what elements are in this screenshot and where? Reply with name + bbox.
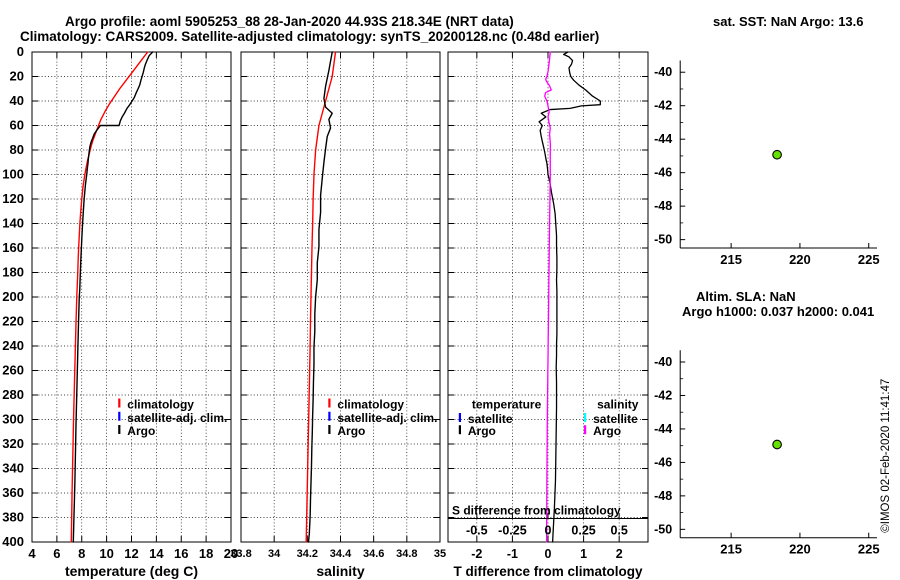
svg-text:100: 100: [2, 167, 24, 182]
svg-text:©IMOS 02-Feb-2020 11:41:47: ©IMOS 02-Feb-2020 11:41:47: [880, 379, 892, 533]
svg-text:8: 8: [78, 546, 85, 561]
svg-text:34.4: 34.4: [330, 548, 352, 560]
svg-text:320: 320: [2, 436, 24, 451]
svg-text:220: 220: [789, 542, 811, 557]
svg-text:300: 300: [2, 412, 24, 427]
svg-text:satellite-adj. clim.: satellite-adj. clim.: [337, 411, 437, 425]
svg-text:16: 16: [174, 546, 188, 561]
svg-text:80: 80: [10, 142, 24, 157]
svg-text:34.8: 34.8: [396, 548, 417, 560]
svg-text:0.5: 0.5: [610, 524, 627, 538]
svg-text:0.25: 0.25: [571, 524, 595, 538]
svg-text:-46: -46: [654, 166, 672, 180]
svg-text:33.8: 33.8: [230, 548, 251, 560]
svg-text:climatology: climatology: [127, 398, 194, 412]
svg-text:360: 360: [2, 485, 24, 500]
svg-text:10: 10: [99, 546, 113, 561]
svg-text:34: 34: [268, 548, 281, 560]
svg-text:temperature (deg C): temperature (deg C): [65, 563, 198, 579]
svg-text:220: 220: [2, 314, 24, 329]
svg-text:climatology: climatology: [337, 398, 404, 412]
svg-text:12: 12: [124, 546, 138, 561]
svg-text:225: 225: [858, 542, 880, 557]
svg-text:-44: -44: [654, 132, 672, 146]
svg-text:salinity: salinity: [597, 398, 639, 412]
svg-text:4: 4: [28, 546, 36, 561]
svg-text:18: 18: [199, 546, 213, 561]
svg-text:2: 2: [616, 547, 623, 561]
svg-text:380: 380: [2, 510, 24, 525]
svg-text:-50: -50: [654, 233, 672, 247]
svg-text:215: 215: [720, 252, 742, 267]
svg-text:S difference from climatology: S difference from climatology: [452, 504, 621, 518]
svg-text:140: 140: [2, 216, 24, 231]
svg-text:salinity: salinity: [316, 563, 364, 579]
svg-text:-44: -44: [654, 422, 672, 436]
svg-text:-48: -48: [654, 199, 672, 213]
svg-text:225: 225: [858, 252, 880, 267]
svg-text:280: 280: [2, 387, 24, 402]
svg-text:215: 215: [720, 542, 742, 557]
svg-text:satellite-adj. clim.: satellite-adj. clim.: [127, 411, 227, 425]
svg-text:-50: -50: [654, 522, 672, 536]
svg-text:Argo: Argo: [593, 424, 621, 438]
svg-text:Argo: Argo: [127, 424, 155, 438]
svg-text:T difference from climatology: T difference from climatology: [453, 564, 643, 579]
svg-text:Argo: Argo: [468, 424, 496, 438]
svg-text:-48: -48: [654, 489, 672, 503]
svg-text:34.2: 34.2: [297, 548, 318, 560]
svg-text:240: 240: [2, 338, 24, 353]
svg-text:0: 0: [17, 44, 24, 59]
svg-text:-0.5: -0.5: [466, 524, 488, 538]
svg-text:340: 340: [2, 461, 24, 476]
svg-text:400: 400: [2, 534, 24, 549]
svg-text:-1: -1: [507, 547, 518, 561]
svg-text:-40: -40: [654, 65, 672, 79]
svg-text:-2: -2: [471, 547, 482, 561]
svg-text:-42: -42: [654, 99, 672, 113]
svg-text:-42: -42: [654, 388, 672, 402]
svg-text:temperature: temperature: [472, 398, 542, 412]
svg-text:60: 60: [10, 118, 24, 133]
svg-text:40: 40: [10, 93, 24, 108]
svg-text:14: 14: [149, 546, 164, 561]
svg-text:0: 0: [545, 547, 552, 561]
svg-text:1: 1: [580, 547, 587, 561]
svg-text:0: 0: [545, 524, 552, 538]
svg-text:260: 260: [2, 363, 24, 378]
svg-text:160: 160: [2, 240, 24, 255]
svg-text:180: 180: [2, 265, 24, 280]
svg-text:-0.25: -0.25: [498, 524, 527, 538]
svg-text:220: 220: [789, 252, 811, 267]
svg-text:20: 20: [10, 69, 24, 84]
svg-text:-46: -46: [654, 455, 672, 469]
svg-text:6: 6: [53, 546, 60, 561]
svg-text:-40: -40: [654, 355, 672, 369]
svg-text:35: 35: [434, 548, 446, 560]
svg-text:Argo: Argo: [337, 424, 365, 438]
svg-text:120: 120: [2, 191, 24, 206]
svg-text:34.6: 34.6: [363, 548, 384, 560]
svg-text:200: 200: [2, 289, 24, 304]
